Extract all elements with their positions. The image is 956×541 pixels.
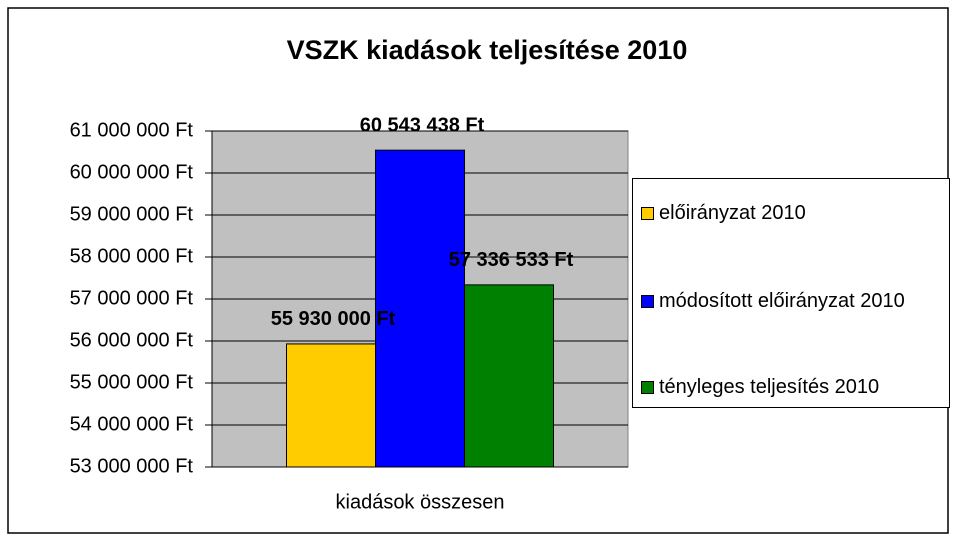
x-tick-label: kiadások összesen	[336, 491, 505, 513]
legend: előirányzat 2010 módosított előirányzat 2…	[632, 178, 950, 408]
legend-entry: módosított előirányzat 2010	[641, 289, 951, 313]
legend-entry: tényleges teljesítés 2010	[641, 375, 951, 399]
y-tick-label: 56 000 000 Ft	[70, 329, 194, 351]
legend-swatch	[641, 207, 654, 220]
y-tick-label: 55 000 000 Ft	[70, 371, 194, 393]
data-label: 60 543 438 Ft	[360, 114, 485, 136]
y-tick-label: 54 000 000 Ft	[70, 413, 194, 435]
legend-entry: előirányzat 2010	[641, 201, 951, 225]
legend-label: módosított előirányzat 2010	[659, 290, 905, 312]
y-tick-label: 59 000 000 Ft	[70, 203, 194, 225]
legend-swatch	[641, 295, 654, 308]
y-tick-label: 53 000 000 Ft	[70, 455, 194, 477]
y-tick-label: 58 000 000 Ft	[70, 245, 194, 267]
data-label: 55 930 000 Ft	[271, 308, 396, 330]
legend-label: előirányzat 2010	[659, 202, 806, 224]
y-tick-label: 61 000 000 Ft	[70, 119, 194, 141]
data-label: 57 336 533 Ft	[449, 249, 574, 271]
bar	[286, 343, 376, 468]
y-tick-label: 60 000 000 Ft	[70, 161, 194, 183]
legend-label: tényleges teljesítés 2010	[659, 376, 880, 398]
chart-title: VSZK kiadások teljesítése 2010	[287, 35, 688, 65]
bar	[375, 149, 465, 468]
bar	[464, 284, 554, 468]
y-tick-label: 57 000 000 Ft	[70, 287, 194, 309]
legend-swatch	[641, 381, 654, 394]
